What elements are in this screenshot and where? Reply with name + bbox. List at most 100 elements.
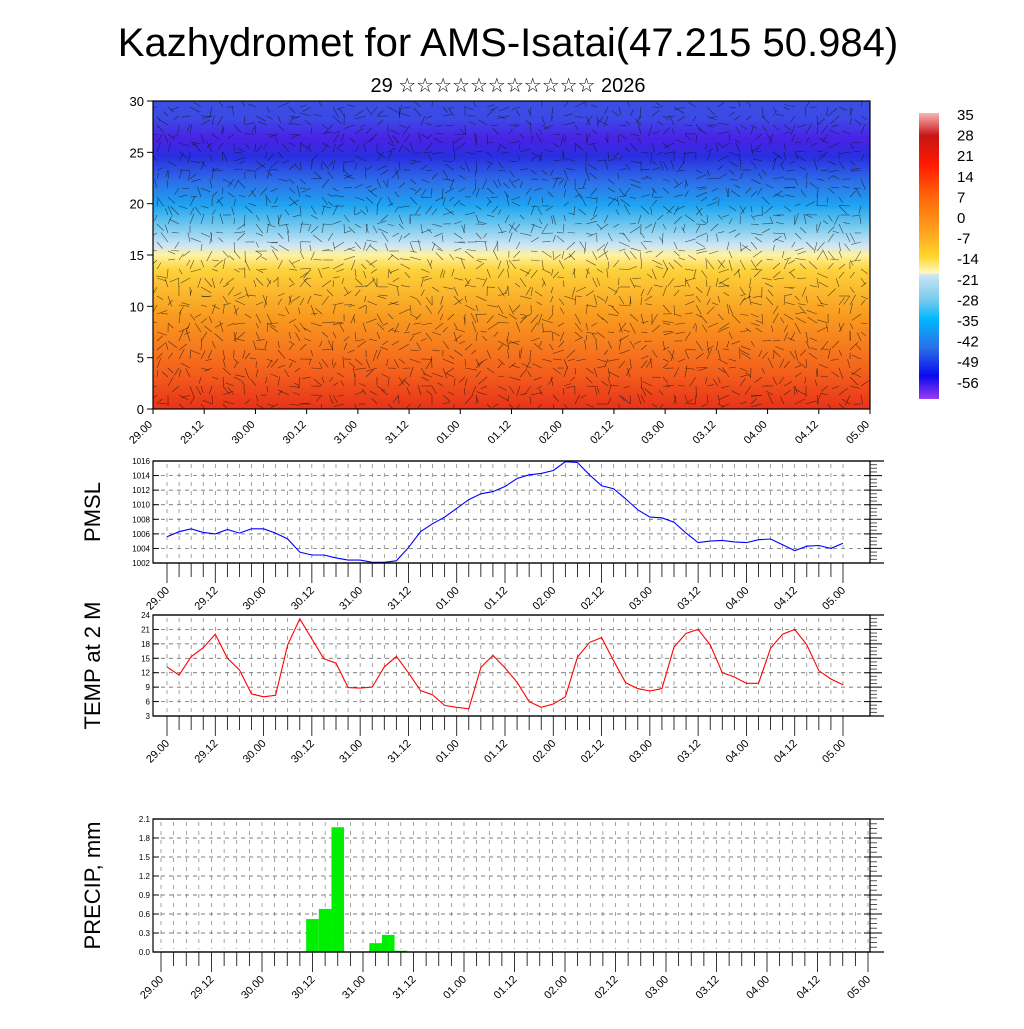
- x-tick-label: 30.00: [230, 419, 258, 447]
- x-tick-label: 30.00: [241, 585, 269, 613]
- colorbar-label: -14: [957, 251, 979, 268]
- x-tick-label: 02.12: [579, 738, 607, 766]
- x-tick-label: 01.12: [482, 585, 510, 613]
- x-tick-label: 31.12: [391, 974, 419, 1002]
- x-tick-label: 04.00: [724, 585, 752, 613]
- colorbar-label: 7: [957, 189, 965, 206]
- y-tick-label: 1012: [132, 486, 150, 495]
- x-tick-label: 31.12: [383, 419, 411, 447]
- x-tick-label: 01.00: [434, 419, 462, 447]
- x-tick-label: 31.00: [337, 585, 365, 613]
- y-tick-label: 12: [141, 669, 150, 678]
- y-axis-label: PRECIP, mm: [80, 822, 105, 950]
- y-tick-label: 20: [130, 197, 144, 212]
- x-tick-label: 04.00: [742, 419, 770, 447]
- y-tick-label: 10: [130, 299, 144, 314]
- x-tick-label: 05.00: [820, 585, 848, 613]
- y-tick-label: 0: [137, 402, 144, 417]
- x-tick-label: 30.12: [290, 974, 318, 1002]
- x-tick-label: 03.00: [643, 974, 671, 1002]
- y-tick-label: 9: [146, 683, 151, 692]
- y-tick-label: 1004: [132, 544, 150, 553]
- x-tick-label: 03.00: [639, 419, 667, 447]
- x-tick-label: 03.00: [627, 738, 655, 766]
- y-tick-label: 21: [141, 625, 150, 634]
- x-tick-label: 04.12: [772, 738, 800, 766]
- y-tick-label: 1006: [132, 530, 150, 539]
- x-tick-label: 02.00: [537, 419, 565, 447]
- x-tick-label: 31.00: [332, 419, 360, 447]
- x-tick-label: 03.12: [694, 974, 722, 1002]
- x-tick-label: 31.12: [386, 738, 414, 766]
- colorbar-label: 14: [957, 169, 974, 186]
- x-tick-label: 01.00: [441, 974, 469, 1002]
- x-tick-label: 02.00: [530, 585, 558, 613]
- y-tick-label: 0.9: [139, 891, 151, 900]
- x-tick-label: 29.00: [138, 974, 166, 1002]
- y-tick-label: 0.0: [139, 948, 151, 957]
- y-tick-label: 1.8: [139, 834, 151, 843]
- x-tick-label: 01.12: [482, 738, 510, 766]
- plot-frame: [153, 819, 870, 952]
- y-tick-label: 2.1: [139, 815, 151, 824]
- x-tick-label: 01.00: [434, 738, 462, 766]
- colorbar-label: -21: [957, 272, 979, 289]
- x-tick-label: 29.12: [189, 974, 217, 1002]
- chart-subtitle: 29 ☆☆☆☆☆☆☆☆☆☆☆ 2026: [370, 75, 645, 97]
- y-tick-label: 1016: [132, 457, 150, 466]
- colorbar-label: 35: [957, 107, 974, 124]
- x-tick-label: 01.12: [486, 419, 514, 447]
- x-tick-label: 30.00: [239, 974, 267, 1002]
- x-tick-label: 03.12: [691, 419, 719, 447]
- x-tick-label: 31.00: [337, 738, 365, 766]
- colorbar-label: 21: [957, 148, 974, 165]
- x-tick-label: 29.12: [178, 419, 206, 447]
- x-tick-label: 05.00: [820, 738, 848, 766]
- x-tick-label: 30.12: [289, 738, 317, 766]
- precip-bar: [369, 943, 382, 952]
- y-tick-label: 24: [141, 611, 150, 620]
- precip-bar: [382, 935, 395, 952]
- x-tick-label: 04.12: [795, 974, 823, 1002]
- y-tick-label: 1002: [132, 559, 150, 568]
- colorbar-label: -56: [957, 375, 979, 392]
- y-tick-label: 30: [130, 94, 144, 109]
- y-tick-label: 1010: [132, 501, 150, 510]
- x-tick-label: 03.00: [627, 585, 655, 613]
- y-tick-label: 3: [146, 712, 151, 721]
- y-axis-label: PMSL: [80, 482, 105, 542]
- plot-frame: [153, 461, 870, 563]
- x-tick-label: 04.00: [724, 738, 752, 766]
- colorbar-label: -35: [957, 313, 979, 330]
- plot-frame: [153, 615, 870, 716]
- colorbar-label: -49: [957, 354, 979, 371]
- x-tick-label: 05.00: [844, 419, 872, 447]
- y-tick-label: 15: [141, 654, 150, 663]
- y-tick-label: 5: [137, 351, 144, 366]
- colorbar-label: -42: [957, 334, 979, 351]
- chart-title: Kazhydromet for AMS-Isatai(47.215 50.984…: [118, 21, 898, 65]
- y-axis-label: TEMP at 2 M: [80, 602, 105, 730]
- x-tick-label: 29.12: [192, 738, 220, 766]
- x-tick-label: 04.12: [793, 419, 821, 447]
- y-tick-label: 1014: [132, 472, 150, 481]
- precip-bar: [331, 827, 344, 952]
- x-tick-label: 31.00: [340, 974, 368, 1002]
- x-tick-label: 04.00: [744, 974, 772, 1002]
- x-tick-label: 05.00: [845, 974, 873, 1002]
- x-tick-label: 02.12: [588, 419, 616, 447]
- x-tick-label: 30.00: [241, 738, 269, 766]
- x-tick-label: 03.12: [675, 585, 703, 613]
- x-tick-label: 02.00: [530, 738, 558, 766]
- x-tick-label: 01.12: [492, 974, 520, 1002]
- y-tick-label: 25: [130, 145, 144, 160]
- x-tick-label: 30.12: [289, 585, 317, 613]
- x-tick-label: 02.00: [542, 974, 570, 1002]
- precip-bar: [306, 919, 319, 952]
